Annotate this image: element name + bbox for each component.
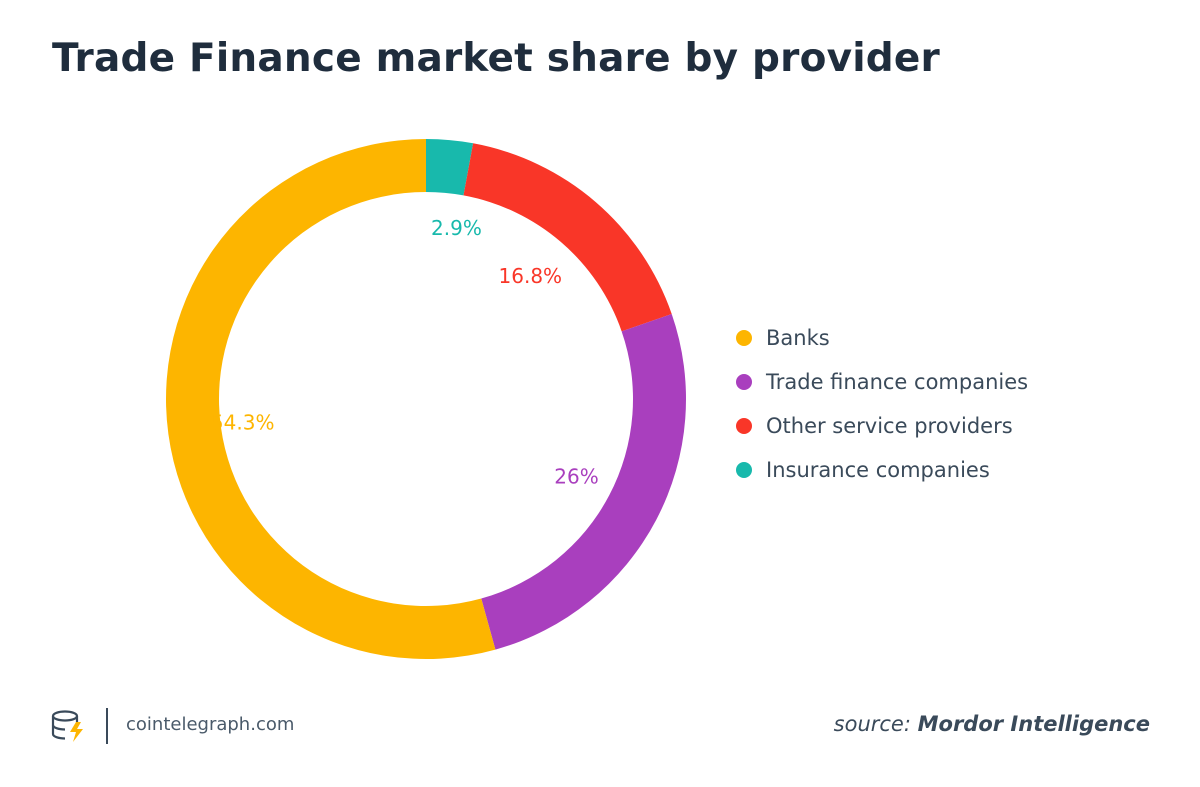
chart-title: Trade Finance market share by provider — [52, 36, 940, 81]
legend-label-other-service-providers: Other service providers — [766, 414, 1013, 438]
legend: Banks Trade finance companies Other serv… — [736, 316, 1028, 492]
data-label-insurance-companies: 2.9% — [431, 216, 482, 240]
slice-other-service-providers — [463, 143, 672, 332]
source-prefix: source: — [833, 712, 911, 736]
legend-swatch-insurance-companies — [736, 462, 752, 478]
legend-item-insurance-companies: Insurance companies — [736, 448, 1028, 492]
source-credit: source: Mordor Intelligence — [834, 712, 1150, 736]
slice-banks — [166, 139, 496, 659]
legend-item-other-service-providers: Other service providers — [736, 404, 1028, 448]
legend-swatch-banks — [736, 330, 752, 346]
data-label-other-service-providers: 16.8% — [499, 264, 563, 288]
footer-divider — [106, 708, 108, 744]
slice-trade-finance-companies — [481, 314, 686, 650]
footer-site: cointelegraph.com — [126, 714, 295, 735]
legend-label-trade-finance-companies: Trade finance companies — [766, 370, 1029, 394]
legend-item-trade-finance-companies: Trade finance companies — [736, 360, 1028, 404]
legend-label-banks: Banks — [766, 326, 830, 350]
legend-swatch-other-service-providers — [736, 418, 752, 434]
source-name: Mordor Intelligence — [917, 712, 1150, 736]
slice-insurance-companies — [426, 139, 474, 196]
legend-label-insurance-companies: Insurance companies — [766, 458, 990, 482]
data-label-banks: 54.3% — [211, 410, 275, 434]
legend-item-banks: Banks — [736, 316, 1028, 360]
legend-swatch-trade-finance-companies — [736, 374, 752, 390]
cointelegraph-logo-icon — [51, 710, 83, 742]
data-label-trade-finance-companies: 26% — [554, 465, 598, 489]
